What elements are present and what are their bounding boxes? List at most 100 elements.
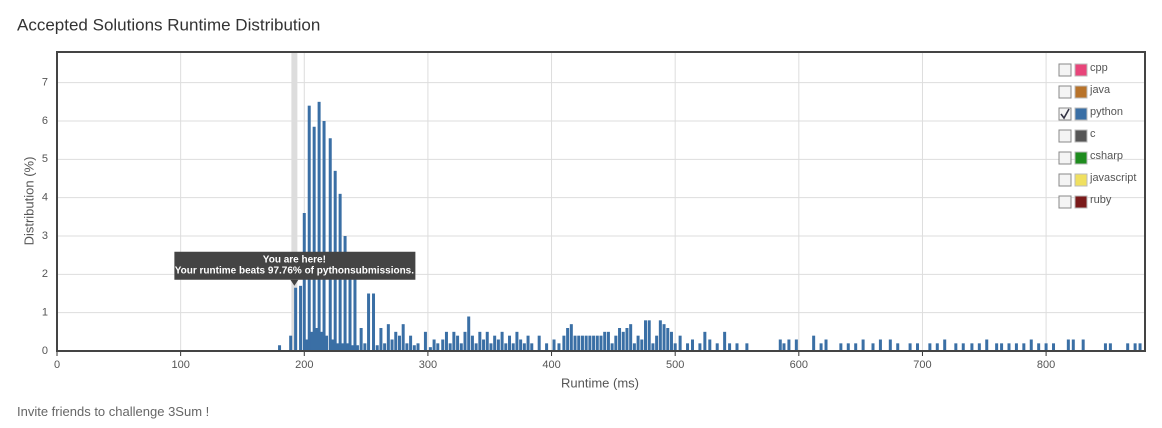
bar: [299, 285, 303, 351]
bar: [928, 343, 932, 351]
bar: [409, 335, 413, 351]
y-tick-label: 0: [42, 345, 48, 357]
legend-item[interactable]: ruby: [1058, 194, 1112, 209]
bar: [690, 339, 694, 351]
y-tick-label: 2: [42, 268, 48, 280]
bar: [1103, 343, 1107, 351]
legend-swatch: [1074, 195, 1088, 209]
bar: [625, 328, 629, 351]
y-tick-label: 5: [42, 153, 48, 165]
bar: [1022, 343, 1026, 351]
bar: [640, 339, 644, 351]
bar: [1066, 339, 1070, 351]
bar: [839, 343, 843, 351]
tooltip-box: [174, 251, 416, 280]
legend-label: javascript: [1089, 172, 1136, 184]
y-axis-label: Distribution (%): [21, 157, 36, 246]
bar: [954, 343, 958, 351]
bar: [908, 343, 912, 351]
legend-checkbox[interactable]: [1058, 173, 1072, 187]
bar: [515, 331, 519, 351]
legend-swatch: [1074, 151, 1088, 165]
bar: [592, 335, 596, 351]
bar: [526, 335, 530, 351]
bar: [854, 343, 858, 351]
bar: [278, 345, 282, 351]
bar: [467, 316, 471, 351]
bar: [577, 335, 581, 351]
footer: Invite friends to challenge 3Sum !: [17, 404, 209, 419]
bar: [595, 335, 599, 351]
x-tick-label: 0: [54, 359, 60, 371]
bar: [1000, 343, 1004, 351]
bar: [496, 339, 500, 351]
x-axis-label: Runtime (ms): [561, 375, 639, 390]
bar: [320, 331, 324, 351]
bar: [1014, 343, 1018, 351]
bar: [456, 335, 460, 351]
bar: [432, 339, 436, 351]
bar: [372, 293, 376, 351]
bar: [348, 255, 352, 351]
bar: [943, 339, 947, 351]
legend-swatch: [1074, 63, 1088, 77]
legend-item[interactable]: cpp: [1058, 62, 1108, 77]
legend-label: java: [1089, 84, 1111, 96]
bar: [569, 324, 573, 351]
bar: [511, 343, 515, 351]
legend-checkbox[interactable]: [1058, 85, 1072, 99]
bar: [401, 324, 405, 351]
bar: [678, 335, 682, 351]
bar: [584, 335, 588, 351]
highlight-band: [291, 52, 298, 351]
y-tick-label: 3: [42, 230, 48, 242]
legend-checkbox[interactable]: [1058, 129, 1072, 143]
bar: [379, 328, 383, 351]
legend-item[interactable]: javascript: [1058, 172, 1136, 187]
bar: [658, 320, 662, 351]
bar: [436, 343, 440, 351]
bar: [452, 331, 456, 351]
legend-label: python: [1090, 106, 1123, 118]
bar: [686, 343, 690, 351]
legend-swatch: [1074, 107, 1088, 121]
bar: [715, 343, 719, 351]
legend-swatch: [1074, 173, 1088, 187]
legend-checkbox[interactable]: [1058, 63, 1072, 77]
x-tick-label: 300: [419, 359, 437, 371]
bar: [305, 339, 309, 351]
footer-suffix: !: [205, 404, 210, 419]
legend-item[interactable]: java: [1058, 84, 1111, 99]
bar: [317, 101, 321, 351]
bar: [1052, 343, 1056, 351]
legend-check: [1060, 108, 1070, 120]
bar: [580, 335, 584, 351]
x-tick-label: 400: [542, 359, 560, 371]
bar: [824, 339, 828, 351]
bar: [346, 343, 350, 351]
bar: [1037, 343, 1041, 351]
legend-item[interactable]: csharp: [1058, 150, 1123, 165]
bar: [386, 324, 390, 351]
bar: [459, 343, 463, 351]
bar: [412, 345, 416, 351]
bar: [708, 339, 712, 351]
legend-item[interactable]: c: [1058, 128, 1096, 143]
legend-checkbox[interactable]: [1058, 151, 1072, 165]
bar: [557, 343, 561, 351]
bar: [599, 335, 603, 351]
bar: [307, 105, 311, 352]
bar: [782, 343, 786, 351]
problem-link[interactable]: 3Sum: [168, 404, 203, 419]
bar: [485, 331, 489, 351]
bar: [355, 345, 359, 351]
bar: [651, 343, 655, 351]
bar: [916, 343, 920, 351]
bar: [508, 335, 512, 351]
bar: [614, 335, 618, 351]
y-tick-label: 7: [42, 77, 48, 89]
legend-checkbox[interactable]: [1058, 195, 1072, 209]
bar: [482, 339, 486, 351]
bar: [935, 343, 939, 351]
legend-item[interactable]: python: [1058, 106, 1123, 121]
